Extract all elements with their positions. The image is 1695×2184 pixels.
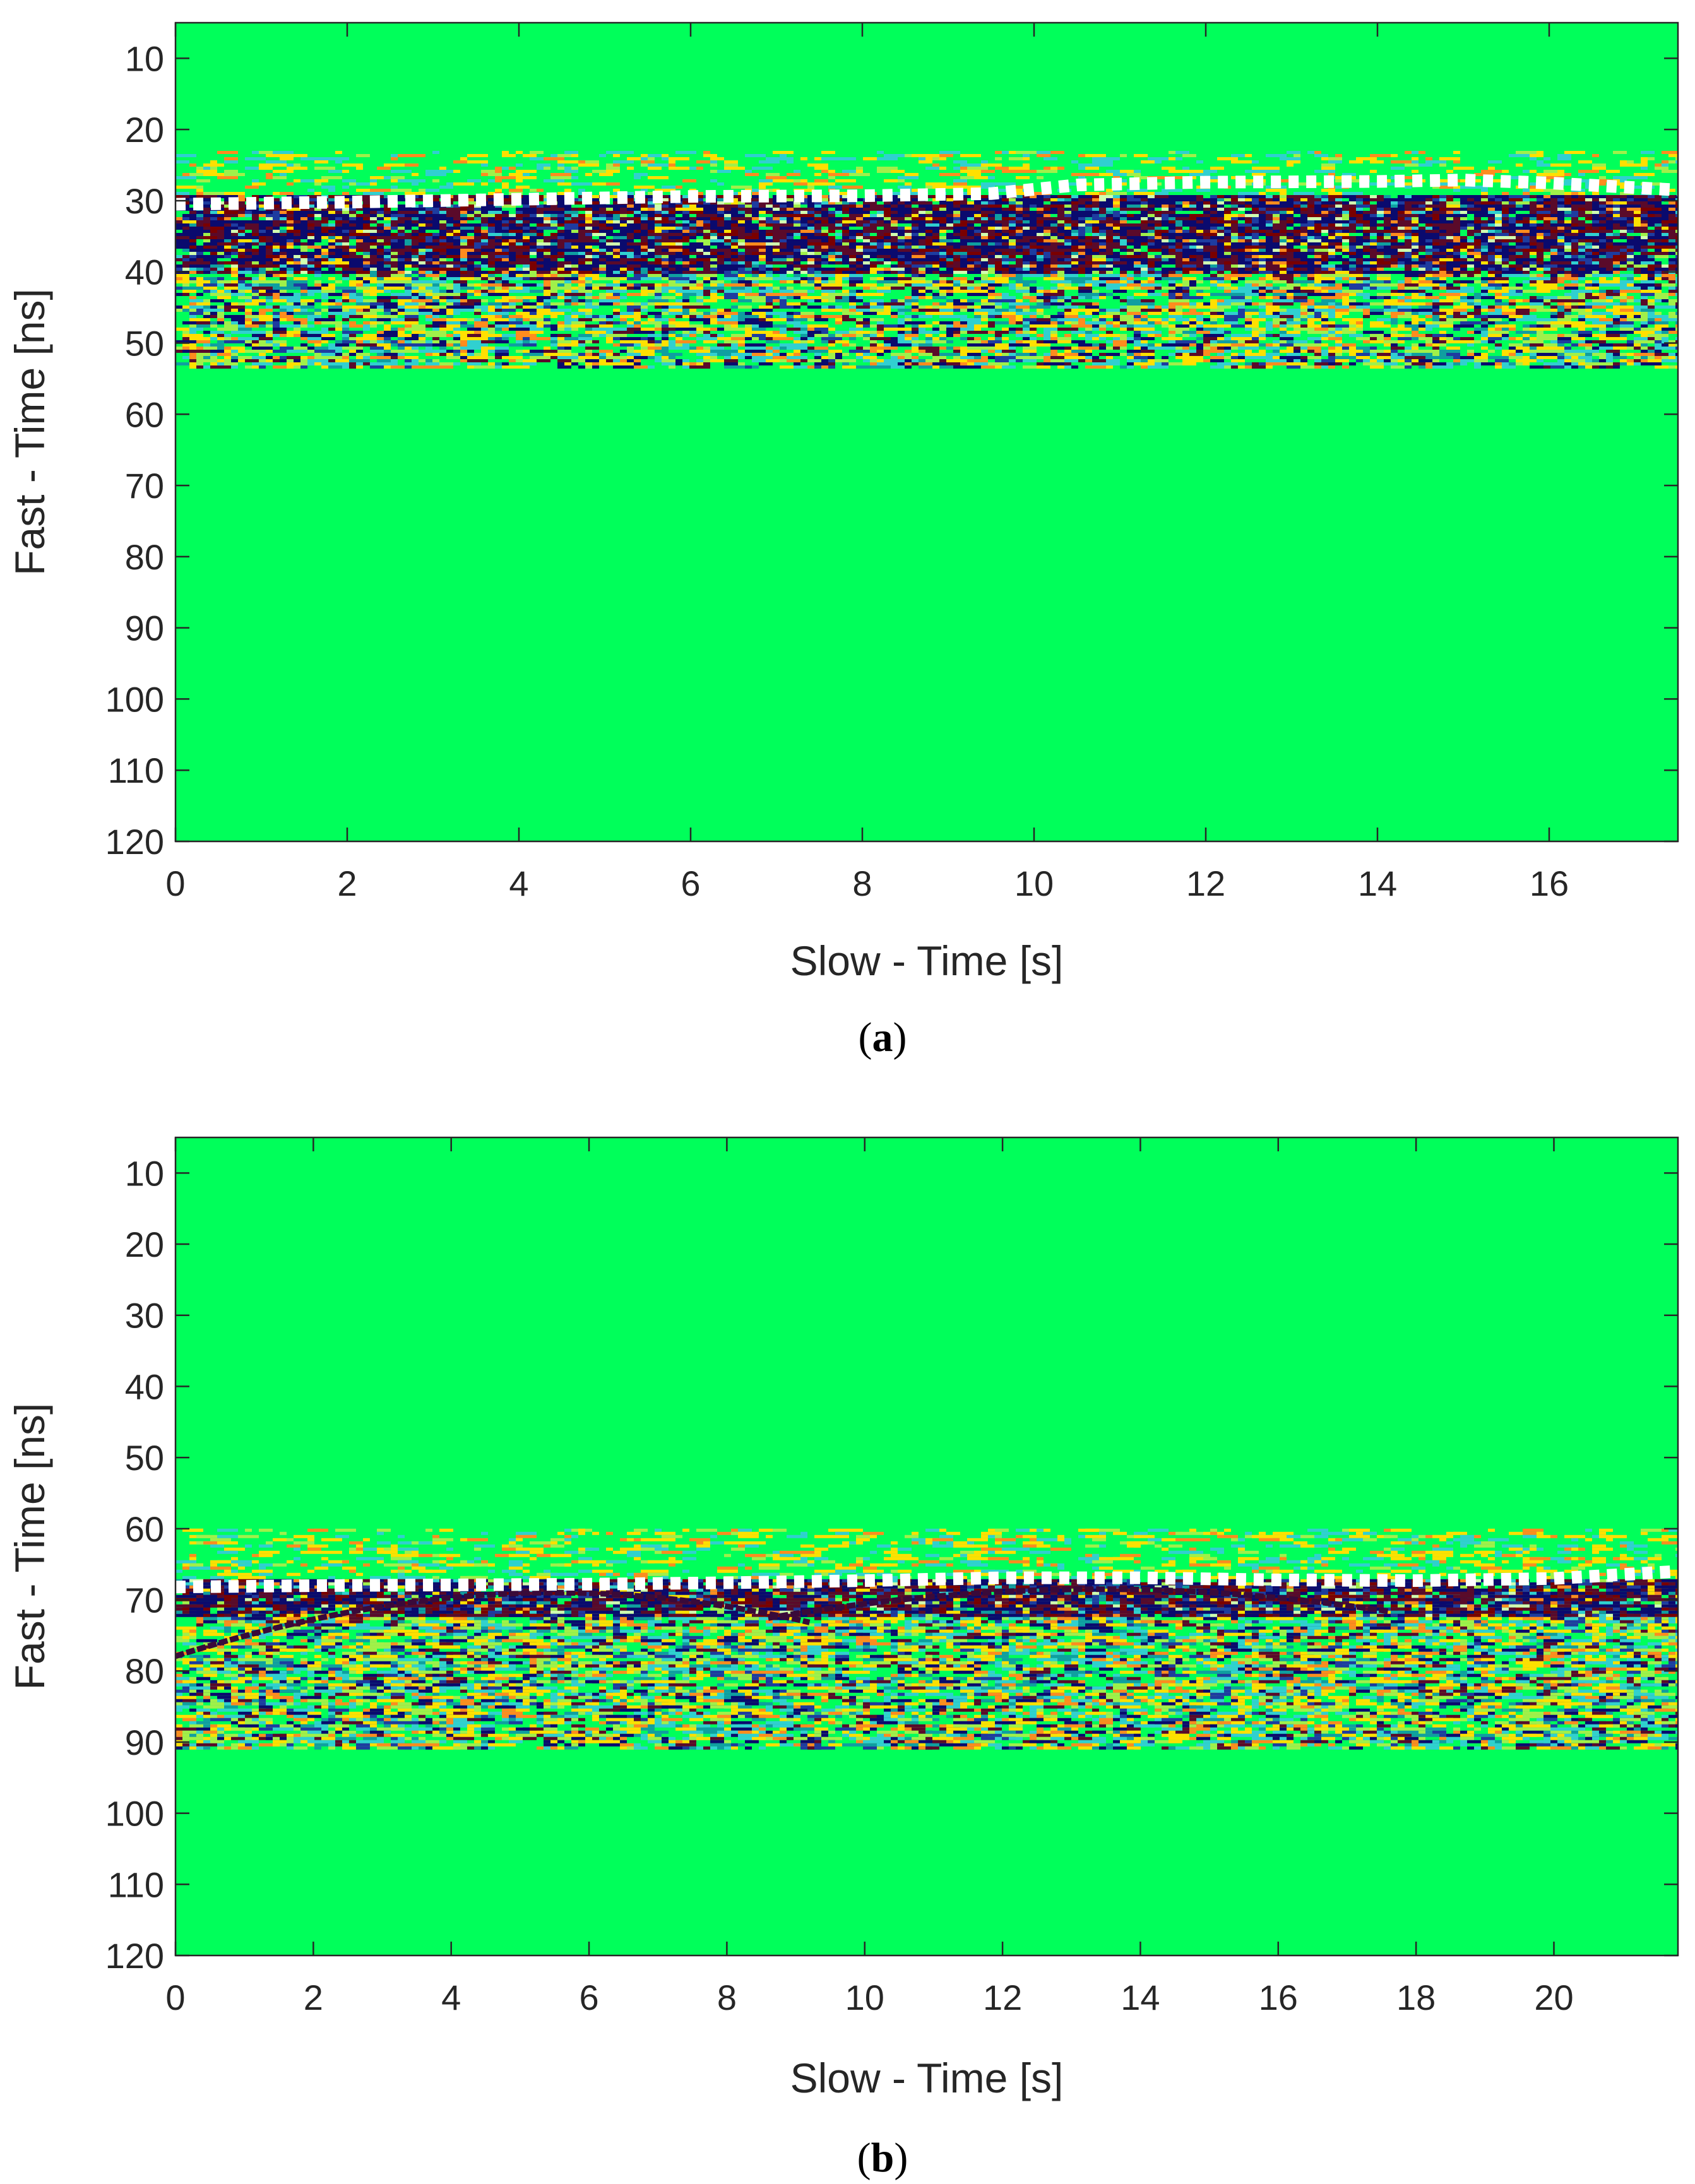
y-tick-label: 80: [125, 537, 164, 577]
plot-area: [175, 1137, 1678, 1956]
y-tick-label: 30: [125, 181, 164, 221]
x-tick-label: 0: [165, 864, 185, 903]
y-tick-label: 100: [105, 679, 164, 719]
y-tick-label: 20: [125, 1225, 164, 1264]
y-tick-label: 50: [125, 324, 164, 364]
y-tick-label: 100: [105, 1794, 164, 1834]
y-tick-label: 20: [125, 110, 164, 150]
y-tick-label: 70: [125, 466, 164, 506]
y-tick-label: 40: [125, 252, 164, 292]
x-tick-label: 12: [1186, 864, 1225, 903]
y-tick-label: 110: [108, 751, 164, 790]
y-tick-label: 60: [125, 1509, 164, 1549]
x-tick-label: 2: [304, 1978, 323, 2017]
y-tick-label: 70: [125, 1581, 164, 1620]
x-axis-label: Slow - Time [s]: [790, 2055, 1064, 2101]
y-tick-label: 10: [125, 39, 164, 78]
x-tick-label: 2: [337, 864, 357, 903]
x-tick-label: 0: [165, 1978, 185, 2017]
x-axis-label: Slow - Time [s]: [790, 937, 1064, 984]
x-tick-label: 4: [441, 1978, 461, 2017]
x-tick-label: 12: [983, 1978, 1022, 2017]
axes-frame: [174, 1136, 1679, 1957]
x-tick-label: 4: [509, 864, 528, 903]
y-tick-label: 30: [125, 1296, 164, 1336]
panel-label: (a): [859, 1014, 907, 1060]
x-tick-label: 8: [852, 864, 872, 903]
y-tick-label: 40: [125, 1367, 164, 1406]
y-tick-label: 90: [125, 1723, 164, 1762]
x-tick-label: 10: [845, 1978, 884, 2017]
axes-frame: [174, 21, 1679, 843]
panel-label: (b): [857, 2135, 908, 2181]
y-tick-label: 50: [125, 1438, 164, 1478]
x-tick-label: 14: [1358, 864, 1397, 903]
plot-area: [175, 23, 1678, 841]
x-tick-label: 6: [681, 864, 700, 903]
y-tick-label: 80: [125, 1651, 164, 1691]
y-tick-label: 60: [125, 395, 164, 434]
x-tick-label: 10: [1014, 864, 1054, 903]
x-tick-label: 16: [1530, 864, 1569, 903]
y-axis-label: Fast - Time [ns]: [6, 288, 53, 576]
surface-line: [175, 1565, 1678, 1594]
y-axis-label: Fast - Time [ns]: [6, 1403, 53, 1690]
hyperbola-2: [768, 1586, 1389, 1621]
hyperbola-1: [175, 1589, 811, 1659]
x-tick-label: 8: [717, 1978, 737, 2017]
x-tick-label: 20: [1534, 1978, 1573, 2017]
y-tick-label: 10: [125, 1153, 164, 1193]
y-tick-label: 110: [108, 1865, 164, 1904]
x-tick-label: 16: [1259, 1978, 1298, 2017]
x-tick-label: 18: [1396, 1978, 1436, 2017]
x-tick-label: 14: [1121, 1978, 1160, 2017]
y-tick-label: 120: [105, 1936, 164, 1976]
y-tick-label: 90: [125, 608, 164, 648]
y-tick-label: 120: [105, 822, 164, 862]
x-tick-label: 6: [579, 1978, 598, 2017]
